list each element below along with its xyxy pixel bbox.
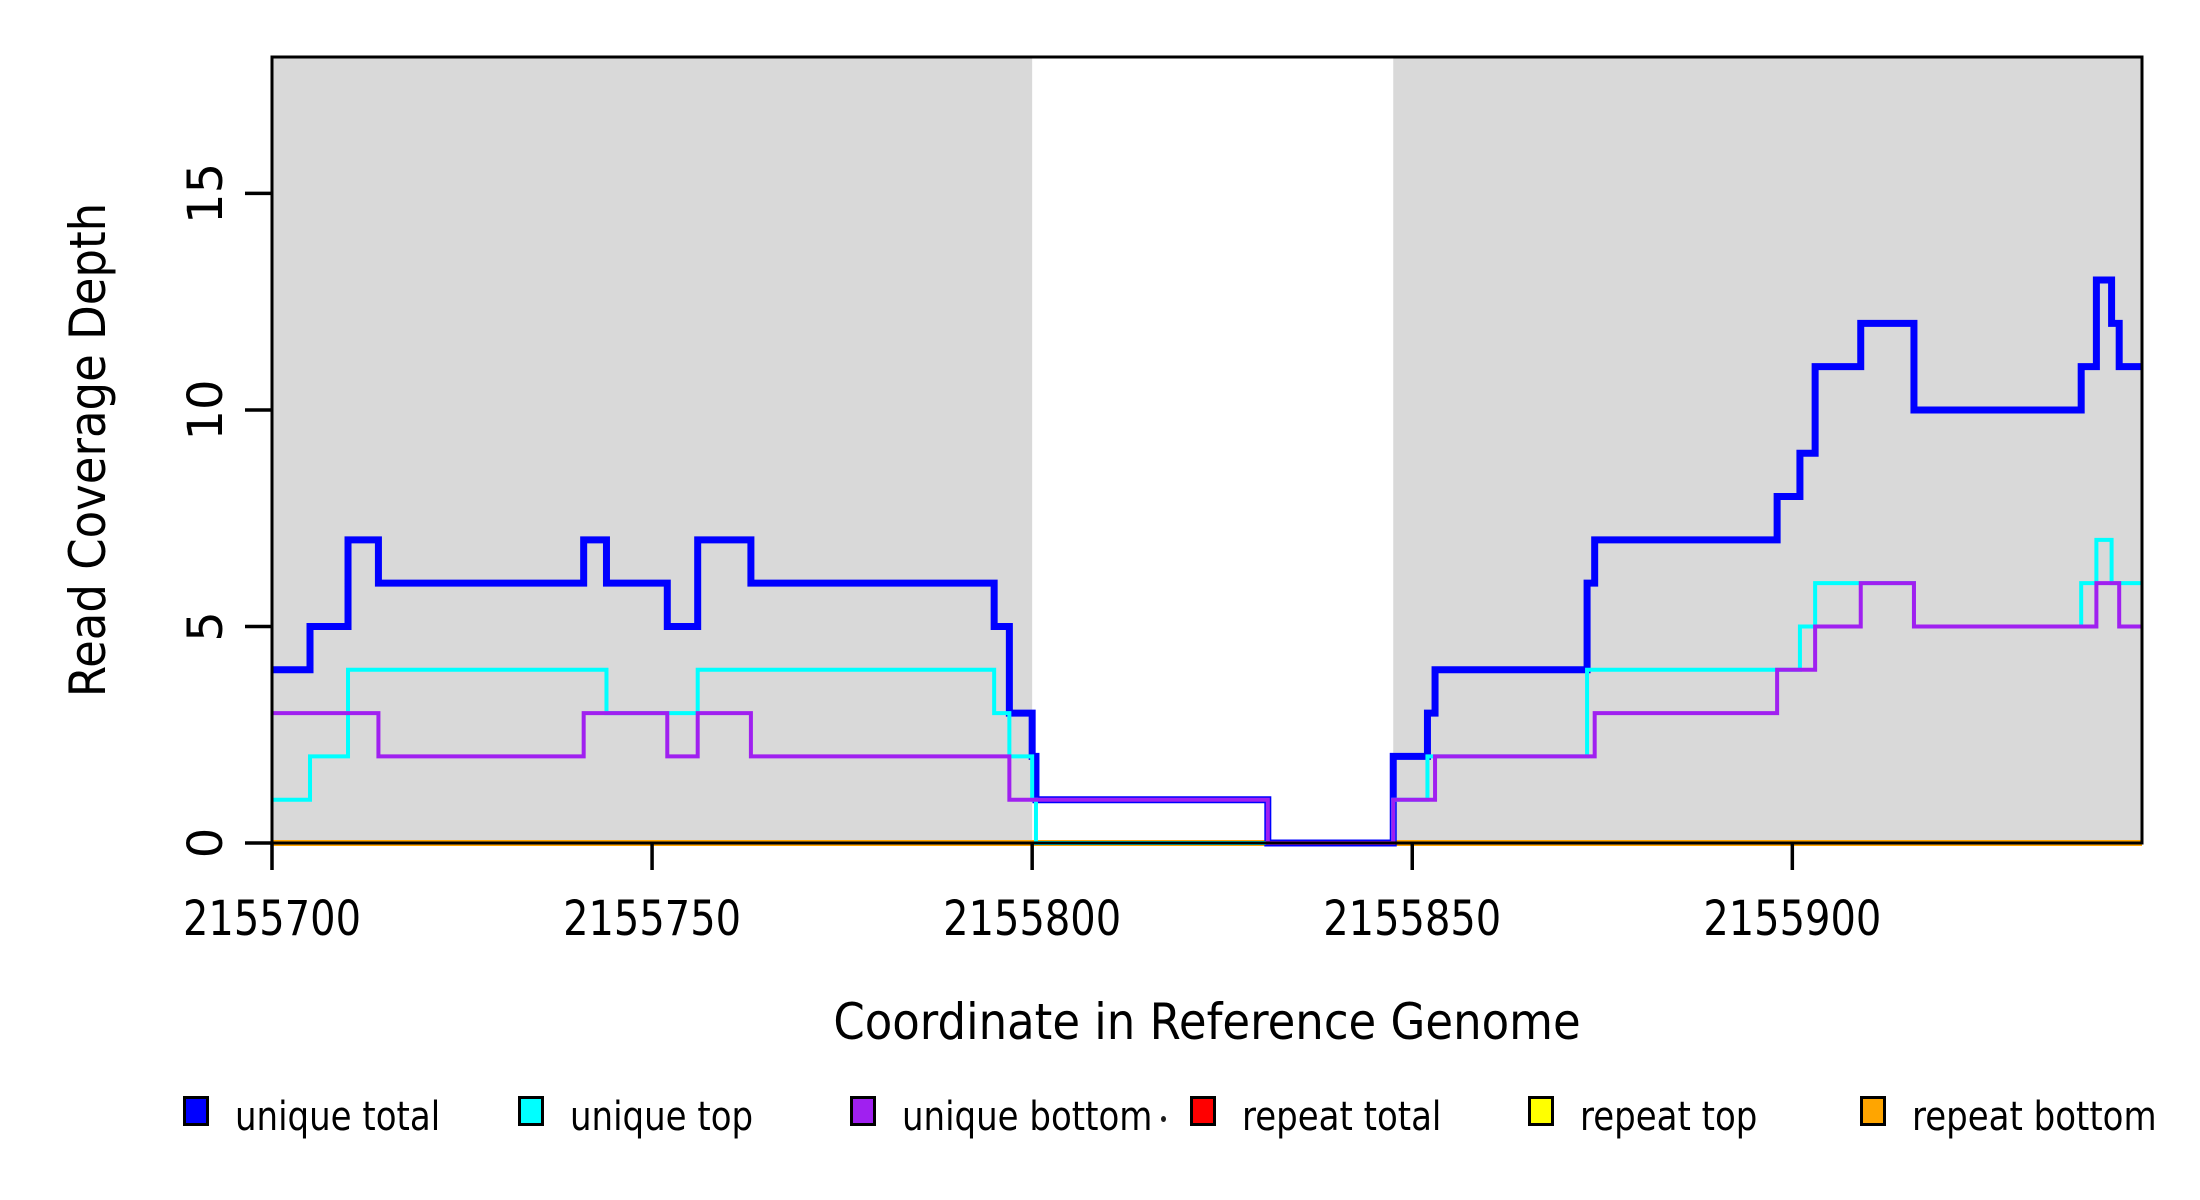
x-axis-title: Coordinate in Reference Genome [833,993,1581,1051]
x-tick-label: 2155750 [563,891,741,947]
x-tick-label: 2155700 [183,891,361,947]
x-tick-label: 2155900 [1703,891,1881,947]
y-tick-label: 10 [178,379,234,440]
x-tick-label: 2155800 [943,891,1121,947]
repeat-region-shade [272,57,1033,843]
y-tick-label: 15 [178,163,234,224]
plot-box [270,55,2144,845]
x-tick-label: 2155850 [1323,891,1501,947]
y-tick-label: 5 [178,611,234,642]
y-axis-title: Read Coverage Depth [59,202,117,698]
repeat-region-shade [1393,57,2142,843]
stray-dot [1161,1116,1166,1122]
y-tick-label: 0 [178,828,234,859]
series-unique-bottom [272,581,2142,845]
